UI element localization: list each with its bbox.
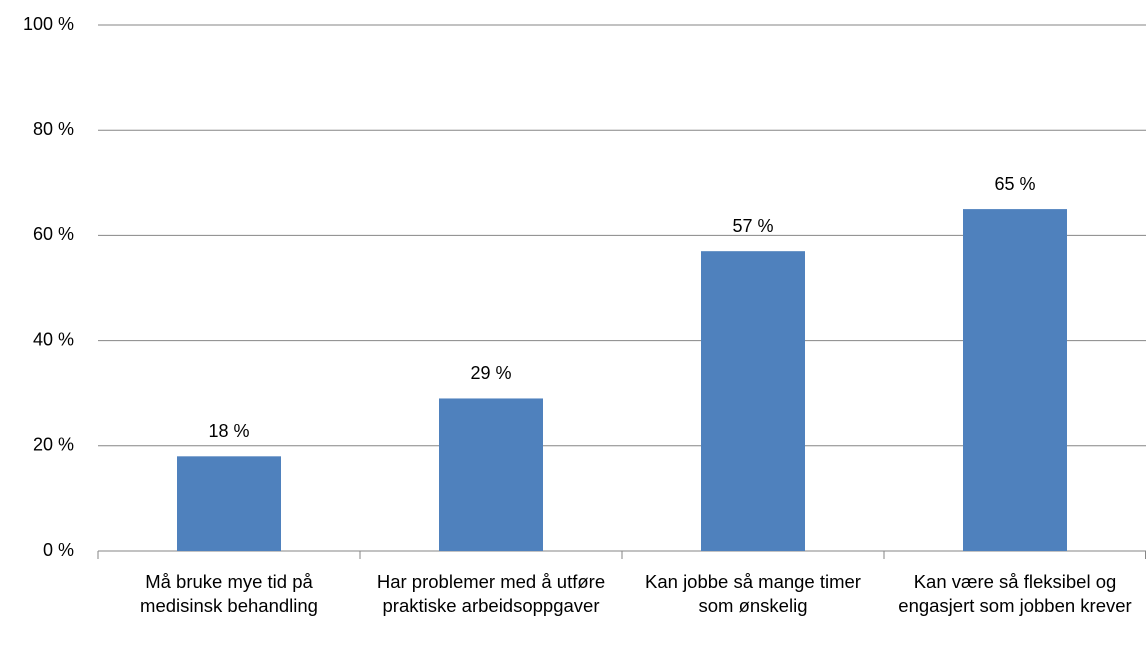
y-tick-label: 80 %: [33, 119, 74, 139]
x-tick-label: Kan jobbe så mange timer som ønskelig: [645, 571, 861, 616]
bar: [439, 398, 543, 551]
x-tick-label: Må bruke mye tid på medisinsk behandling: [140, 571, 318, 616]
bar: [177, 456, 281, 551]
y-tick-label: 20 %: [33, 435, 74, 455]
y-tick-label: 40 %: [33, 329, 74, 349]
bar: [701, 251, 805, 551]
x-tick-label: Kan være så fleksibel og engasjert som j…: [898, 571, 1132, 616]
value-label: 65 %: [994, 174, 1035, 194]
bar: [963, 209, 1067, 551]
y-tick-label: 100 %: [23, 14, 74, 34]
x-tick-label: Har problemer med å utføre praktiske arb…: [376, 571, 606, 616]
value-label: 57 %: [732, 216, 773, 236]
y-tick-label: 0 %: [43, 540, 74, 560]
y-tick-label: 60 %: [33, 224, 74, 244]
value-label: 29 %: [470, 363, 511, 383]
value-label: 18 %: [208, 421, 249, 441]
